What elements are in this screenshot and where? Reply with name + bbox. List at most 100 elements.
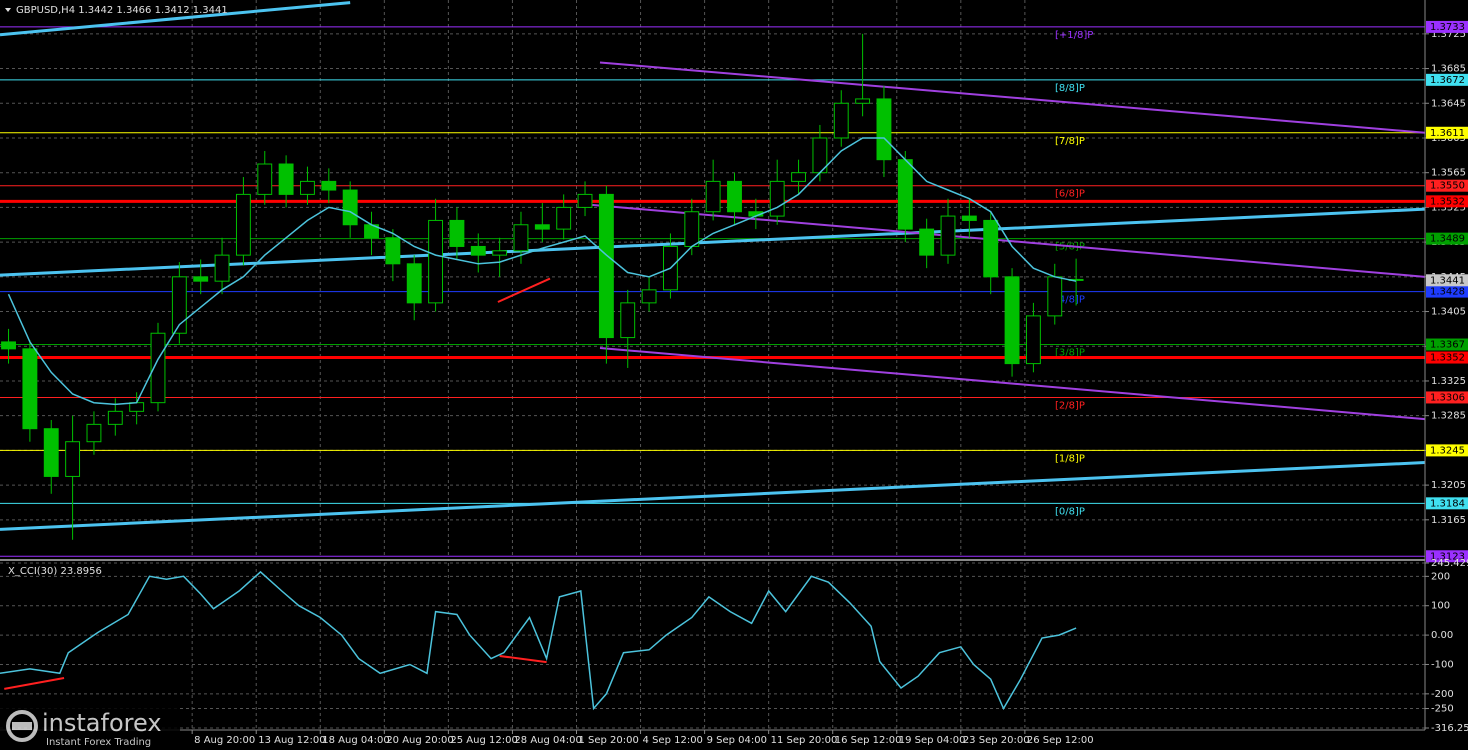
candle-body [855,98,871,104]
y-tick-label: 200 [1431,571,1450,582]
x-tick-label: 13 Aug 12:00 [258,735,325,746]
level-name: [4/8]P [1055,295,1085,306]
trend-line [599,346,1426,421]
candle-body [385,237,401,265]
level-box [1426,550,1468,563]
candle-body [876,98,892,161]
candle-body [107,410,123,425]
candle-body [769,180,785,217]
level-name: [7/8]P [1055,136,1085,147]
candle-body [449,219,465,247]
x-tick-label: 18 Aug 04:00 [322,735,389,746]
candle-body [470,245,486,256]
y-tick-label: -100 [1431,659,1454,670]
candle-body [641,289,657,304]
level-box [1426,195,1468,208]
candle-body [940,215,956,256]
trend-line [499,654,547,664]
candle-body [193,276,209,282]
level-name: [8/8]P [1055,83,1085,94]
trend-line [0,461,1426,531]
level-label: 1.3352 [1430,353,1465,364]
level-label: 1.3532 [1430,196,1465,207]
level-name: [2/8]P [1055,400,1085,411]
level-box [1426,338,1468,351]
candle-body [1,341,16,350]
candle-body [833,102,849,139]
level-box [1426,351,1468,364]
level-name: [3/8]P [1055,348,1085,359]
level-box [1426,179,1468,192]
candle-body [1004,276,1020,365]
level-label: 1.3428 [1430,287,1465,298]
x-tick-label: 28 Aug 04:00 [514,735,581,746]
y-tick-label: 1.3285 [1431,411,1466,422]
y-tick-label: 1.3565 [1431,168,1466,179]
chart-title: GBPUSD,H4 1.3442 1.3466 1.3412 1.3441 [16,5,228,16]
candle-body [684,211,700,247]
level-name: [6/8]P [1055,189,1085,200]
watermark: instaforex Instant Forex Trading [0,705,180,750]
candle-body [43,428,59,477]
x-tick-label: 9 Sep 04:00 [707,735,767,746]
candle-body [577,193,593,208]
candle-body [598,193,614,339]
last-price-box [1426,274,1468,287]
x-tick-label: 25 Aug 12:00 [450,735,517,746]
candle-body [65,441,81,477]
x-tick-label: 19 Sep 04:00 [899,735,966,746]
y-tick-label: -316.257 [1431,723,1468,734]
line-series [0,570,1077,711]
x-tick-label: 11 Sep 20:00 [771,735,838,746]
level-label: 1.3733 [1430,22,1465,33]
candle-body [150,332,166,404]
candle-body [278,163,294,195]
candle-body [961,215,977,221]
y-tick-label: 100 [1431,601,1450,612]
x-tick-label: 4 Sep 12:00 [643,735,703,746]
y-tick-label: 1.3165 [1431,515,1466,526]
y-tick-label: -250 [1431,704,1454,715]
x-tick-label: 23 Sep 20:00 [963,735,1030,746]
trend-line [4,677,65,690]
candle-body [620,302,636,339]
trend-line [0,1,351,37]
watermark-logo [6,710,38,742]
level-label: 1.3550 [1430,181,1465,192]
last-price-label: 1.3441 [1430,275,1465,286]
candle-body [705,180,721,213]
y-tick-label: 1.3405 [1431,307,1466,318]
candle-body [1025,315,1041,365]
level-name: [1/8]P [1055,453,1085,464]
watermark-tagline: Instant Forex Trading [46,737,151,748]
candle-body [406,263,422,304]
level-label: 1.3367 [1430,340,1465,351]
level-box [1426,20,1468,33]
candle-body [22,348,38,430]
indicator-title: X_CCI(30) 23.8956 [8,566,102,577]
y-tick-label: 245.429 [1431,558,1468,569]
candle-body [321,180,337,191]
y-tick-label: -200 [1431,689,1454,700]
candle-body [235,193,251,256]
y-tick-label: 0.00 [1431,630,1453,641]
watermark-brand: instaforex [42,709,162,737]
y-tick-label: 1.3645 [1431,98,1466,109]
candle-body [257,163,273,195]
candle-body [1047,276,1063,317]
candle-body [428,219,444,304]
candle-body [300,180,315,195]
candle-body [983,219,999,278]
menu-arrow[interactable] [5,8,11,12]
x-tick-label: 16 Sep 12:00 [835,735,902,746]
candle-body [214,254,230,282]
candle-body [492,250,508,256]
x-tick-label: 1 Sep 20:00 [578,735,638,746]
level-box [1426,232,1468,245]
level-label: 1.3184 [1430,498,1465,509]
candle-body [791,172,806,182]
